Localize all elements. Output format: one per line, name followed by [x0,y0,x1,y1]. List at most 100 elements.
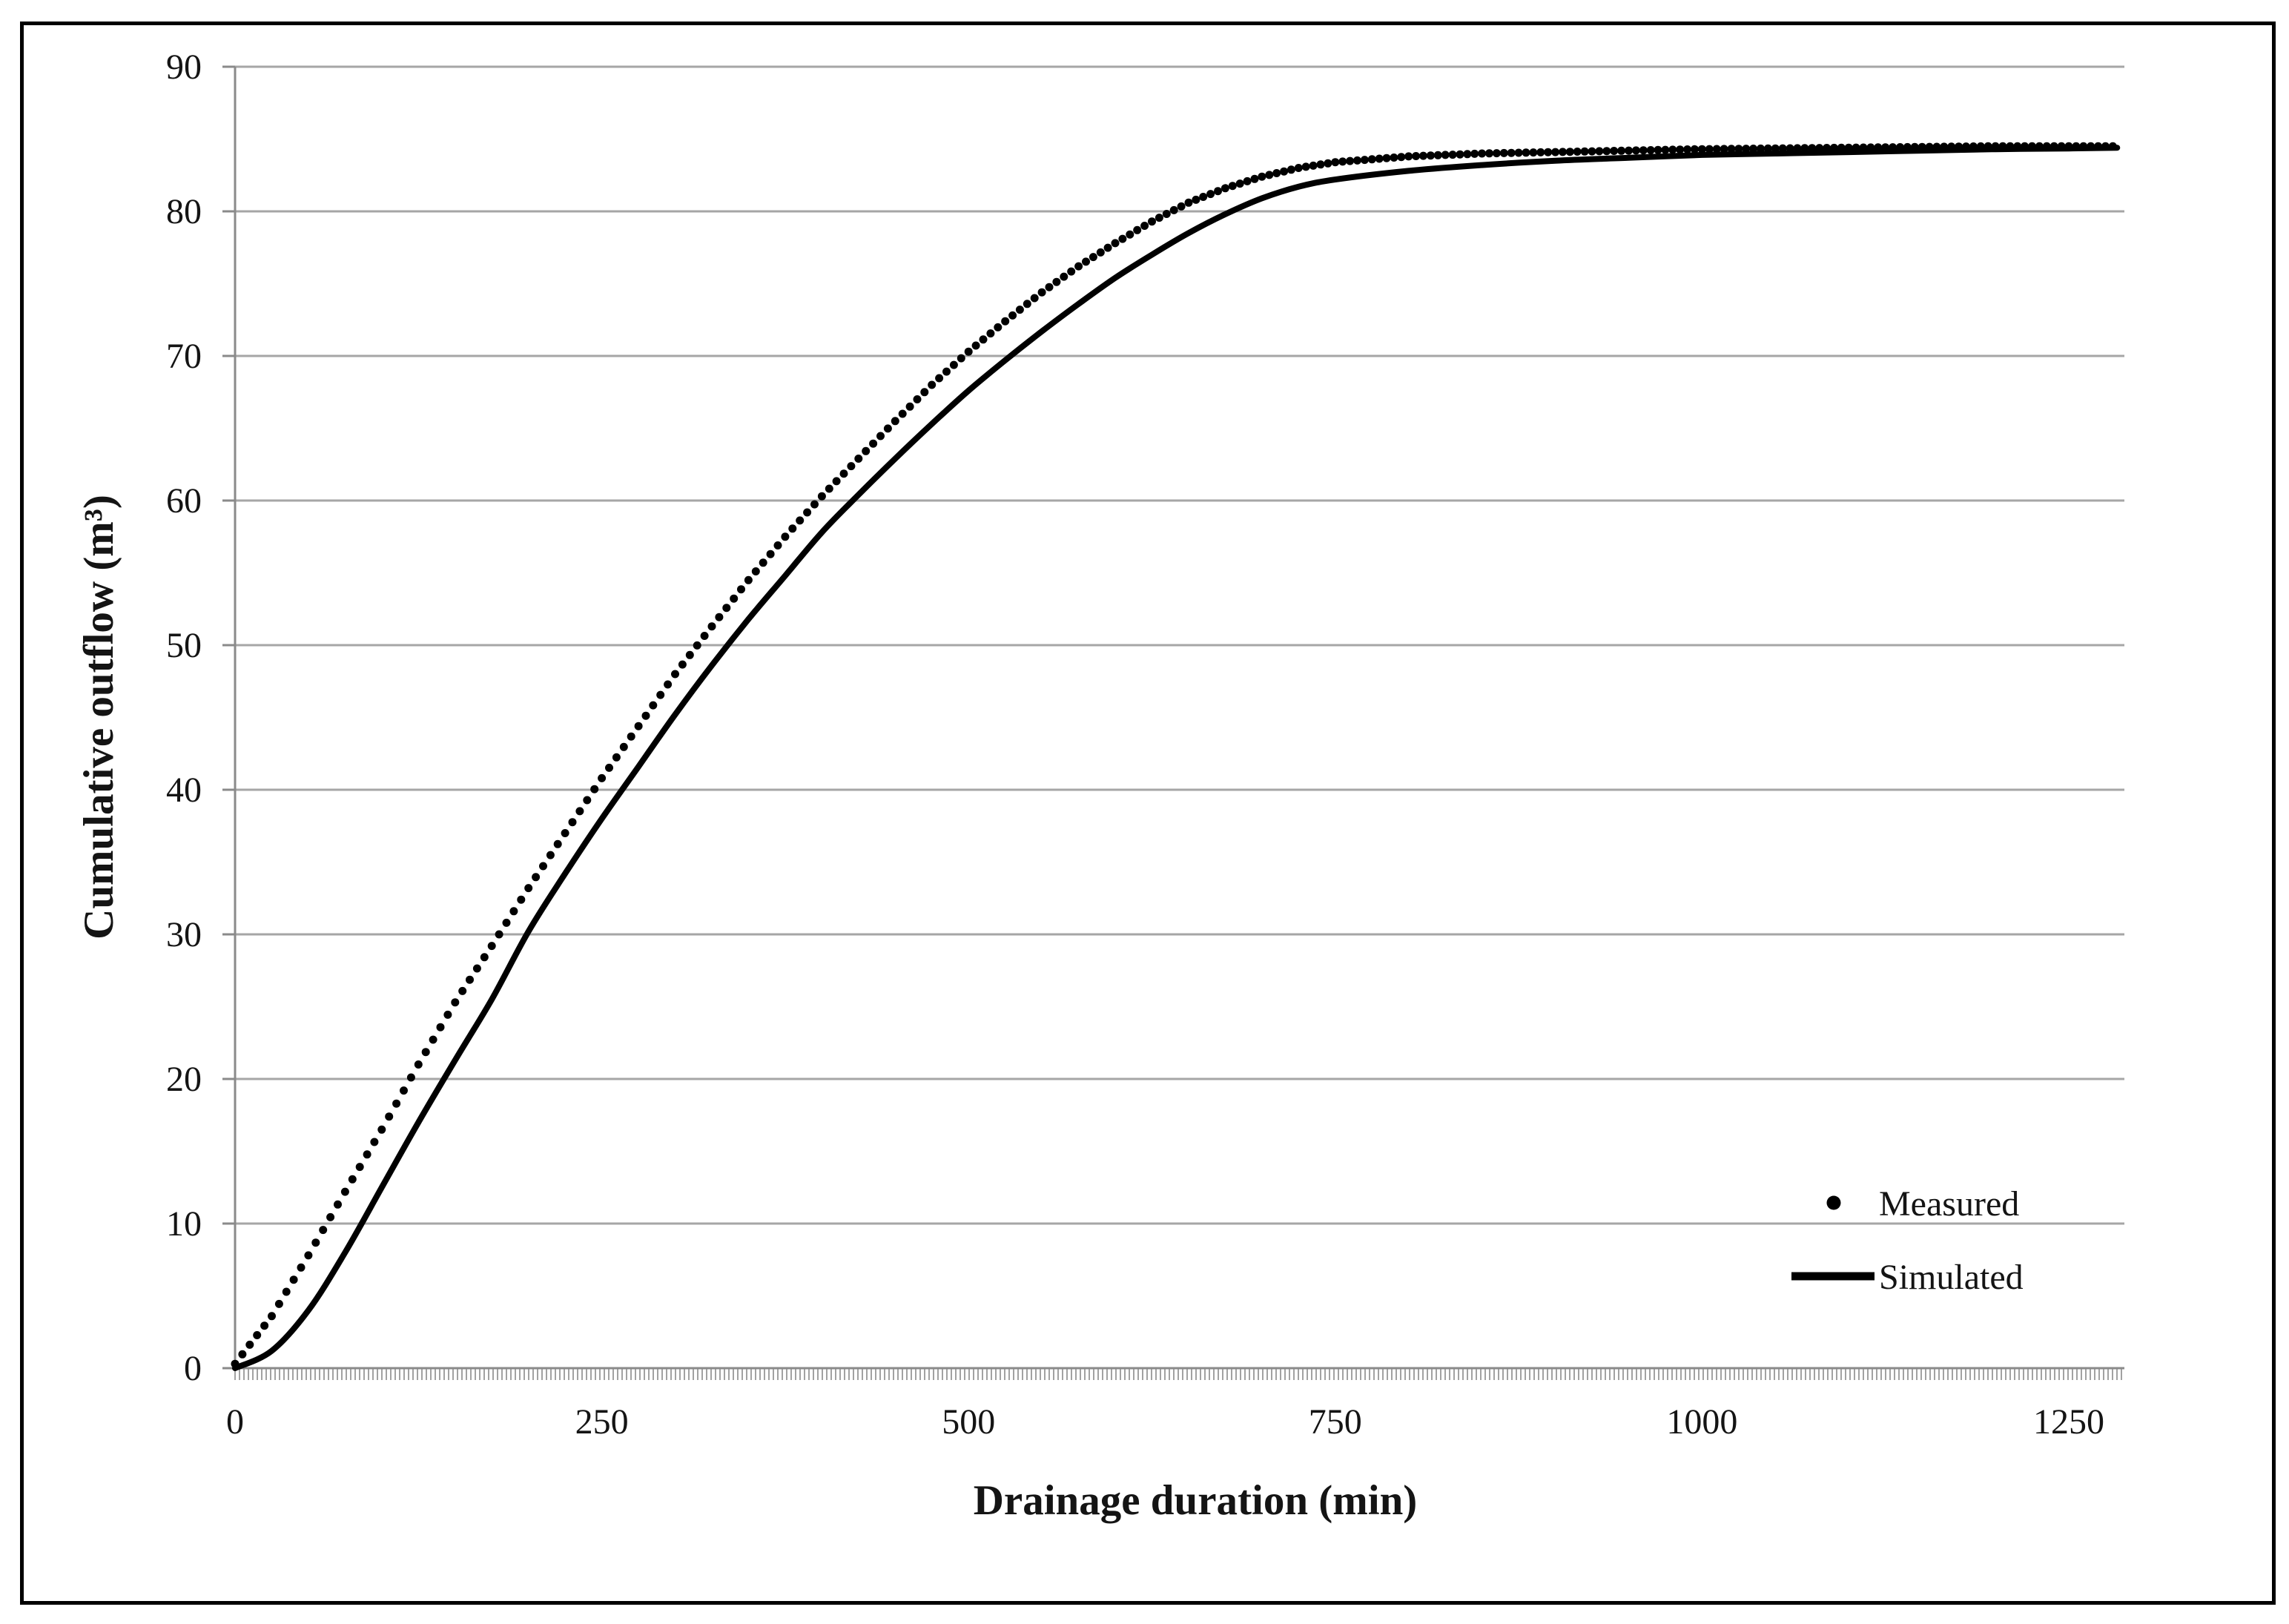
measured-dot [539,862,547,871]
measured-dot [1654,145,1662,154]
measured-dot [898,409,907,418]
measured-dot [1060,272,1068,281]
measured-dot [1676,145,1685,154]
measured-dot [796,516,805,525]
measured-dot [385,1112,394,1121]
measured-dot [817,492,826,501]
measured-dot [671,670,679,679]
measured-dot [766,549,775,558]
measured-dot [2094,142,2103,151]
figure-border [20,22,2276,1605]
x-tick-label: 250 [575,1402,629,1442]
measured-dot [1192,195,1200,204]
measured-dot [502,918,511,927]
measured-dot [1925,142,1934,151]
measured-dot [1258,172,1266,181]
measured-dot [1133,225,1142,234]
measured-dot [1786,144,1794,153]
measured-dot [1734,145,1743,154]
measured-dot [979,335,988,344]
measured-dot [1346,156,1355,165]
measured-dot [693,641,701,650]
measured-dot [1360,156,1369,165]
measured-dot [1940,142,1949,151]
measured-dot [553,839,562,848]
measured-dot [1932,142,1941,151]
measured-dot [1265,171,1274,179]
measured-dot [1492,149,1501,158]
measured-dot [1286,165,1295,174]
measured-dot [1448,151,1457,159]
measured-dot [1595,147,1604,156]
measured-dot [634,722,643,730]
measured-dot [1852,143,1860,152]
measured-dot [1082,257,1090,266]
measured-dot [1588,147,1596,156]
measured-dot [1419,151,1427,160]
measured-dot [282,1287,291,1296]
measured-dot [1206,190,1215,199]
measured-dot [1991,142,2000,151]
measured-dot [458,986,467,995]
x-tick-label: 0 [226,1402,244,1442]
measured-dot [340,1187,349,1196]
measured-dot [575,807,584,816]
measured-dot [260,1321,269,1330]
x-tick-label: 1000 [1666,1402,1737,1442]
measured-dot [839,469,848,478]
measured-dot [1338,157,1347,166]
measured-dot [1118,234,1127,243]
measured-dot [245,1340,254,1349]
measured-dot [1126,230,1134,239]
y-tick-label: 10 [166,1204,202,1244]
measured-dot [1441,151,1450,159]
measured-dot [1544,148,1553,156]
measured-dot [1998,142,2007,151]
measured-dot [348,1175,357,1184]
measured-dot [1412,152,1421,160]
measured-dot [1617,146,1626,155]
measured-dot [788,524,797,533]
measured-dot [2079,142,2088,151]
measured-dot [443,1010,452,1019]
measured-dot [722,604,731,613]
measured-dot [583,796,592,805]
measured-dot [913,395,922,403]
measured-dot [759,558,767,567]
measured-dot [472,964,481,973]
y-tick-label: 90 [166,47,202,87]
measured-dot [1727,145,1736,154]
measured-dot [1859,143,1868,152]
measured-dot [568,818,577,827]
measured-dot [524,884,533,893]
measured-dot [319,1226,328,1235]
measured-dot [2006,142,2015,151]
measured-dot [1096,248,1105,257]
measured-dot [832,477,841,486]
measured-dot [1485,149,1493,158]
measured-dot [1023,300,1031,308]
measured-dot [1705,145,1714,154]
measured-dot [495,930,503,939]
measured-dot [1111,239,1120,248]
measured-dot [421,1048,430,1057]
measured-dot [1808,144,1817,153]
measured-dot [1778,144,1787,153]
measured-dot [1463,150,1472,159]
measured-dot [326,1212,335,1221]
measured-dot [730,594,739,603]
measured-dot [2072,142,2081,151]
measured-dot [253,1331,262,1339]
measured-dot [1522,148,1530,157]
measured-dot [2064,142,2073,151]
measured-dot [238,1350,247,1359]
measured-dot [1947,142,1956,151]
measured-dot [1074,262,1083,271]
measured-dot [561,829,569,837]
measured-dot [1272,169,1281,177]
measured-dot [1331,158,1340,167]
measured-dot [1404,152,1413,161]
y-tick-label: 0 [184,1349,202,1388]
measured-dot [268,1312,276,1321]
measured-dot [905,402,914,411]
